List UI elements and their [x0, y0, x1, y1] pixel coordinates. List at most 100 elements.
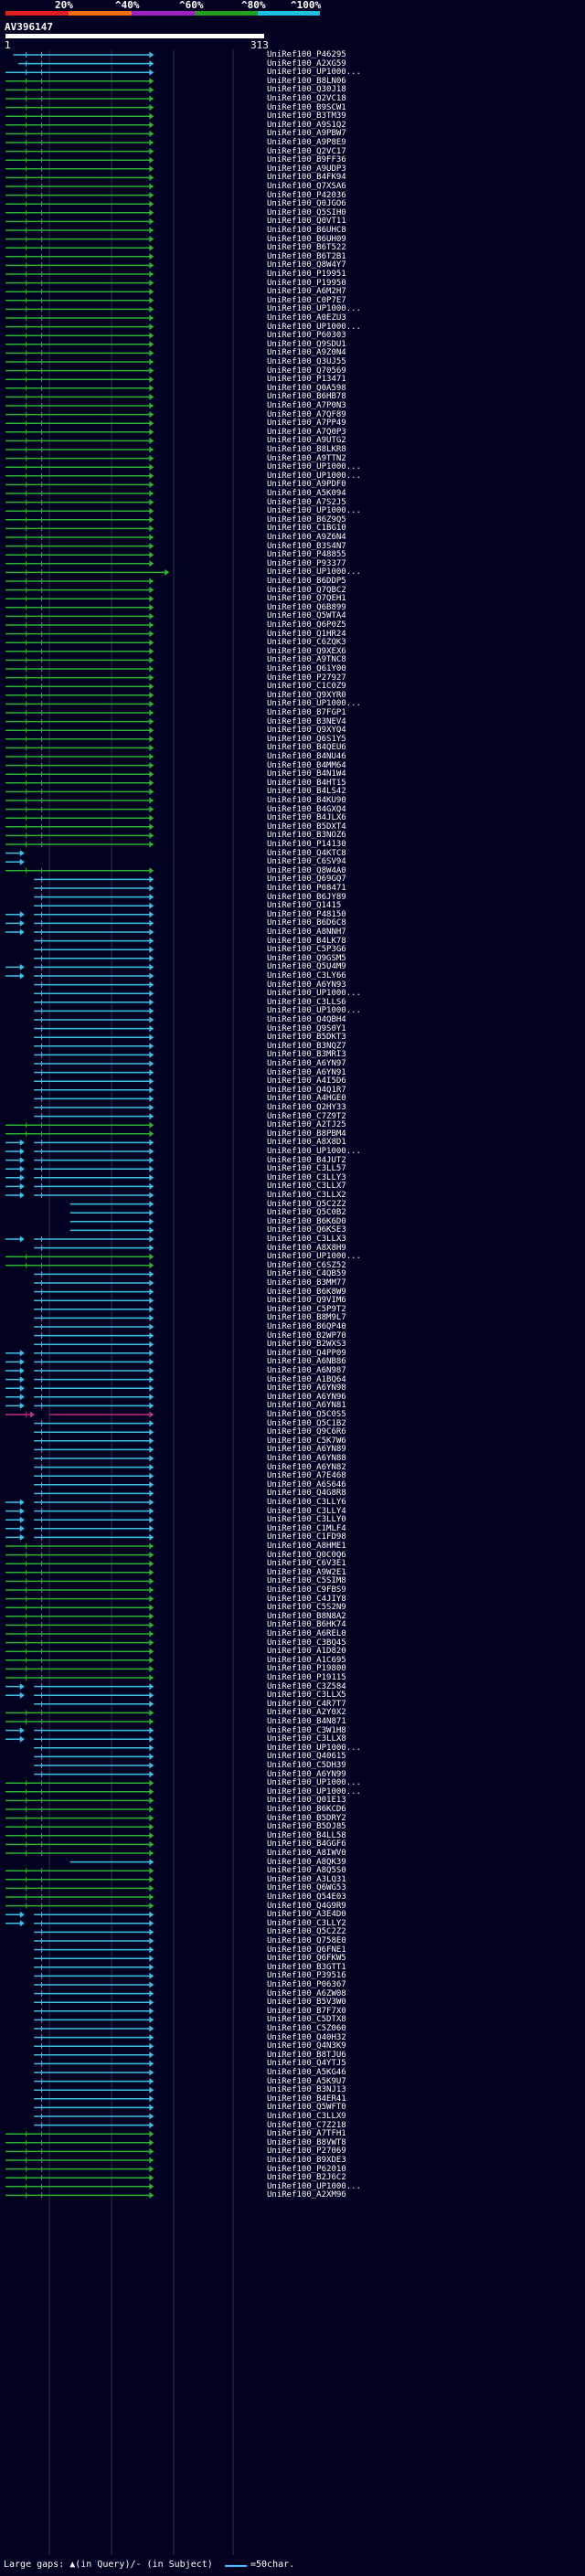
hit-label[interactable]: UniRef100_Q6P0Z5 — [267, 620, 346, 630]
hit-label[interactable]: UniRef100_A8X8H9 — [267, 1243, 346, 1253]
hit-label[interactable]: UniRef100_C3LLX7 — [267, 1182, 346, 1192]
hit-label[interactable]: UniRef100_A9Z0N4 — [267, 348, 346, 358]
hit-label[interactable]: UniRef100_C4QB59 — [267, 1269, 346, 1279]
hit-label[interactable]: UniRef100_A3E4D0 — [267, 1910, 346, 1920]
hit-label[interactable]: UniRef100_A9TTN2 — [267, 453, 346, 463]
hit-label[interactable]: UniRef100_P27927 — [267, 673, 346, 683]
hit-label[interactable]: UniRef100_P48150 — [267, 909, 346, 919]
hit-label[interactable]: UniRef100_B4GGF6 — [267, 1839, 346, 1850]
hit-label[interactable]: UniRef100_A9W2E1 — [267, 1567, 346, 1577]
hit-label[interactable]: UniRef100_C6V3E1 — [267, 1559, 346, 1569]
hit-label[interactable]: UniRef100_B8M9L7 — [267, 1313, 346, 1323]
hit-label[interactable]: UniRef100_B4LS42 — [267, 787, 346, 797]
hit-label[interactable]: UniRef100_C0P7E7 — [267, 295, 346, 305]
hit-label[interactable]: UniRef100_A2TJ25 — [267, 1120, 346, 1130]
hit-label[interactable]: UniRef100_A7S2J5 — [267, 497, 346, 507]
hit-label[interactable]: UniRef100_A6REL0 — [267, 1629, 346, 1638]
hit-label[interactable]: UniRef100_Q0VT11 — [267, 217, 346, 227]
hit-label[interactable]: UniRef100_Q4QBH4 — [267, 1015, 346, 1024]
hit-label[interactable]: UniRef100_B6UHC8 — [267, 226, 346, 235]
hit-label[interactable]: UniRef100_A9Z6N4 — [267, 533, 346, 542]
hit-label[interactable]: UniRef100_A9P8E9 — [267, 138, 346, 147]
hit-label[interactable]: UniRef100_A7QF89 — [267, 409, 346, 419]
hit-label[interactable]: UniRef100_Q2VC18 — [267, 94, 346, 103]
hit-label[interactable]: UniRef100_Q6B899 — [267, 602, 346, 612]
hit-label[interactable]: UniRef100_Q8W4A0 — [267, 865, 346, 875]
hit-label[interactable]: UniRef100_B6T2B1 — [267, 251, 346, 261]
hit-label[interactable]: UniRef100_C5S2N9 — [267, 1603, 346, 1613]
hit-label[interactable]: UniRef100_B3MRI3 — [267, 1050, 346, 1060]
hit-label[interactable]: UniRef100_B8TJU6 — [267, 2050, 346, 2060]
hit-label[interactable]: UniRef100_B6JY89 — [267, 892, 346, 902]
hit-label[interactable]: UniRef100_A7PP49 — [267, 419, 346, 429]
hit-label[interactable]: UniRef100_C1MLF4 — [267, 1523, 346, 1533]
hit-label[interactable]: UniRef100_Q69GQ7 — [267, 875, 346, 885]
hit-label[interactable]: UniRef100_A1D820 — [267, 1647, 346, 1657]
hit-label[interactable]: UniRef100_B3TM39 — [267, 111, 346, 122]
hit-label[interactable]: UniRef100_A5K094 — [267, 489, 346, 498]
hit-label[interactable]: UniRef100_Q9S0Y1 — [267, 1023, 346, 1034]
hit-label[interactable]: UniRef100_P48855 — [267, 550, 346, 560]
hit-label[interactable]: UniRef100_C3LLX2 — [267, 1191, 346, 1200]
hit-label[interactable]: UniRef100_Q5C0B2 — [267, 1208, 346, 1218]
hit-label[interactable]: UniRef100_B6HK74 — [267, 1620, 346, 1630]
hit-label[interactable]: UniRef100_A6S646 — [267, 1479, 346, 1489]
hit-label[interactable]: UniRef100_Q9GSM5 — [267, 953, 346, 963]
hit-label[interactable]: UniRef100_P42036 — [267, 190, 346, 200]
hit-label[interactable]: UniRef100_P14130 — [267, 840, 346, 849]
hit-label[interactable]: UniRef100_B3NOZ6 — [267, 831, 346, 841]
hit-label[interactable]: UniRef100_Q54E03 — [267, 1892, 346, 1902]
hit-label[interactable]: UniRef100_Q1415 — [267, 901, 342, 911]
hit-label[interactable]: UniRef100_A0EZU3 — [267, 313, 346, 323]
hit-label[interactable]: UniRef100_A6M2H7 — [267, 287, 346, 297]
hit-label[interactable]: UniRef100_B5DKT3 — [267, 1033, 346, 1043]
hit-label[interactable]: UniRef100_B6DDP5 — [267, 577, 346, 586]
hit-label[interactable]: UniRef100_Q4PP09 — [267, 1348, 346, 1358]
hit-label[interactable]: UniRef100_B6QP40 — [267, 1322, 346, 1331]
hit-label[interactable]: UniRef100_C3LLX3 — [267, 1235, 346, 1244]
hit-label[interactable]: UniRef100_Q4G8R8 — [267, 1489, 346, 1499]
hit-label[interactable]: UniRef100_C1FD98 — [267, 1532, 346, 1542]
hit-label[interactable]: UniRef100_UP1000... — [267, 304, 361, 314]
hit-label[interactable]: UniRef100_B3NQZ7 — [267, 1041, 346, 1051]
hit-label[interactable]: UniRef100_UP1000... — [267, 68, 361, 78]
hit-label[interactable]: UniRef100_C3W1H8 — [267, 1725, 346, 1735]
hit-label[interactable]: UniRef100_A1BQ64 — [267, 1374, 346, 1384]
hit-label[interactable]: UniRef100_Q5WFT0 — [267, 2103, 346, 2113]
hit-label[interactable]: UniRef100_P27069 — [267, 2147, 346, 2157]
hit-label[interactable]: UniRef100_Q9XEX6 — [267, 646, 346, 656]
hit-label[interactable]: UniRef100_P13471 — [267, 375, 346, 385]
hit-label[interactable]: UniRef100_Q8W4Y7 — [267, 260, 346, 270]
hit-label[interactable]: UniRef100_P93377 — [267, 558, 346, 568]
hit-label[interactable]: UniRef100_Q0A598 — [267, 383, 346, 393]
hit-label[interactable]: UniRef100_Q70569 — [267, 366, 346, 376]
hit-label[interactable]: UniRef100_UP1000... — [267, 699, 361, 709]
hit-label[interactable]: UniRef100_B5DXT4 — [267, 822, 346, 832]
hit-label[interactable]: UniRef100_A6YN93 — [267, 980, 346, 990]
hit-label[interactable]: UniRef100_P19115 — [267, 1673, 346, 1682]
hit-label[interactable]: UniRef100_P39516 — [267, 1971, 346, 1981]
hit-label[interactable]: UniRef100_A7TFH1 — [267, 2129, 346, 2139]
hit-label[interactable]: UniRef100_A4HGE0 — [267, 1094, 346, 1104]
hit-label[interactable]: UniRef100_Q5WTA4 — [267, 611, 346, 621]
hit-label[interactable]: UniRef100_B4KU90 — [267, 796, 346, 805]
hit-label[interactable]: UniRef100_B8N8A2 — [267, 1611, 346, 1621]
hit-label[interactable]: UniRef100_Q9XYQ4 — [267, 726, 346, 736]
hit-label[interactable]: UniRef100_C9FBS9 — [267, 1585, 346, 1595]
hit-label[interactable]: UniRef100_C7Z9T2 — [267, 1111, 346, 1121]
hit-label[interactable]: UniRef100_B3GTT1 — [267, 1962, 346, 1972]
hit-label[interactable]: UniRef100_UP1000... — [267, 471, 361, 481]
hit-label[interactable]: UniRef100_B8LN06 — [267, 76, 346, 86]
hit-label[interactable]: UniRef100_P19951 — [267, 270, 346, 279]
hit-label[interactable]: UniRef100_B6T522 — [267, 243, 346, 253]
hit-label[interactable]: UniRef100_UP1000... — [267, 506, 361, 516]
hit-label[interactable]: UniRef100_C3Z584 — [267, 1681, 346, 1691]
hit-label[interactable]: UniRef100_A9S1Q2 — [267, 120, 346, 130]
hit-label[interactable]: UniRef100_Q5SIH0 — [267, 207, 346, 217]
hit-label[interactable]: UniRef100_A2XG59 — [267, 58, 346, 69]
hit-label[interactable]: UniRef100_UP1000... — [267, 462, 361, 472]
hit-label[interactable]: UniRef100_Q7QBC2 — [267, 585, 346, 595]
hit-label[interactable]: UniRef100_C3LLY2 — [267, 1918, 346, 1928]
hit-label[interactable]: UniRef100_Q0JGO6 — [267, 199, 346, 209]
hit-label[interactable]: UniRef100_UP1000... — [267, 2181, 361, 2191]
